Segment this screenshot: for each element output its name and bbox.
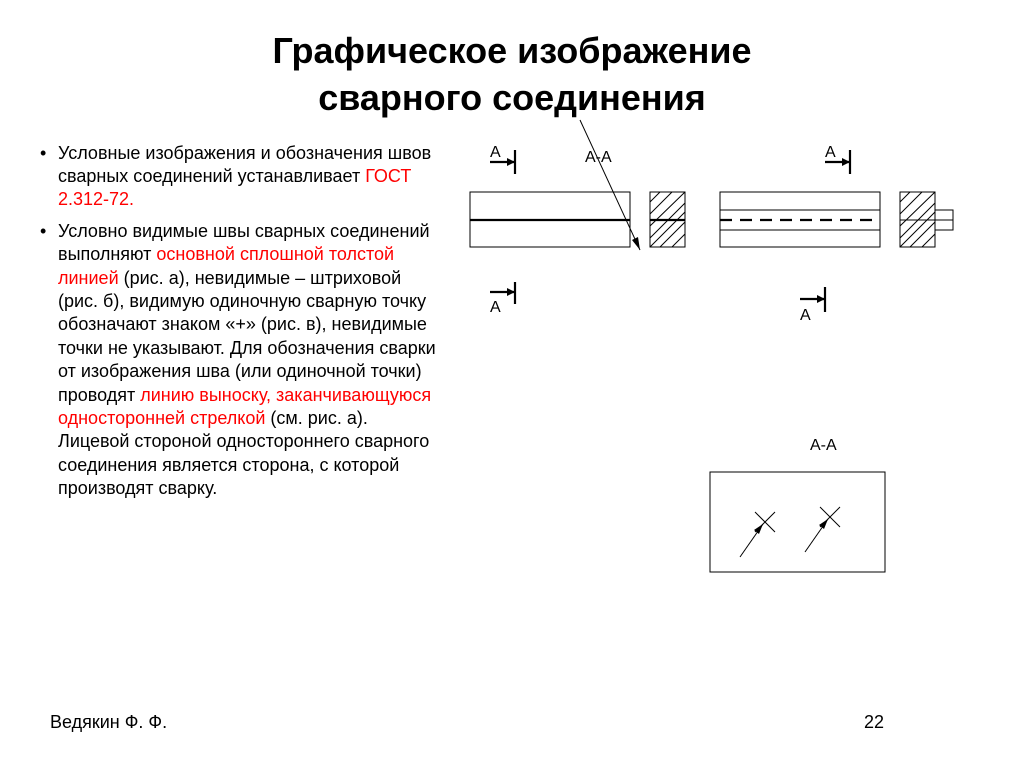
marker-label: A bbox=[490, 299, 501, 316]
section-label: A-A bbox=[585, 149, 612, 166]
section-label: A-A bbox=[810, 437, 837, 454]
page-number: 22 bbox=[864, 712, 884, 733]
bullet-item: • Условные изображения и обозначения шво… bbox=[40, 142, 440, 212]
marker-label: A bbox=[800, 307, 811, 324]
slide-title: Графическое изображение сварного соедине… bbox=[0, 0, 1024, 122]
diagram-top: A A A-A bbox=[460, 142, 980, 362]
bullet-marker: • bbox=[40, 220, 58, 501]
diagram-bottom: A-A bbox=[680, 432, 940, 602]
author-footer: Ведякин Ф. Ф. bbox=[50, 712, 167, 733]
bullet-marker: • bbox=[40, 142, 58, 212]
title-line-2: сварного соединения bbox=[318, 77, 706, 118]
marker-label: A bbox=[825, 144, 836, 161]
title-line-1: Графическое изображение bbox=[272, 30, 751, 71]
diagram-column: A A A-A bbox=[460, 142, 984, 642]
marker-label: A bbox=[490, 144, 501, 161]
bullet-item: • Условно видимые швы сварных соединений… bbox=[40, 220, 440, 501]
text-column: • Условные изображения и обозначения шво… bbox=[40, 142, 460, 642]
